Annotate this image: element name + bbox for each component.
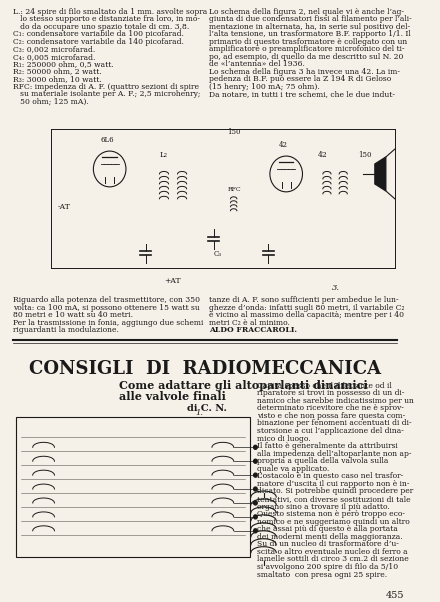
Text: 150: 150 xyxy=(227,128,241,136)
Text: R₁: 250000 ohm, 0,5 watt.: R₁: 250000 ohm, 0,5 watt. xyxy=(13,60,114,68)
Text: Su di un nucleo di trasformatore d’u-: Su di un nucleo di trasformatore d’u- xyxy=(257,541,399,548)
Text: 1.: 1. xyxy=(196,409,204,418)
Text: RFC: impedenza di A. F. (quattro sezioni di spire: RFC: impedenza di A. F. (quattro sezioni… xyxy=(13,82,199,90)
Text: RFC: RFC xyxy=(227,187,241,192)
Text: storsione a cui l’applicazione del dina-: storsione a cui l’applicazione del dina- xyxy=(257,427,404,435)
Text: C₁: condensatore variabile da 100 picofarad.: C₁: condensatore variabile da 100 picofa… xyxy=(13,30,183,39)
Text: Da notare, in tutti i tre schemi, che le due indut-: Da notare, in tutti i tre schemi, che le… xyxy=(209,90,395,98)
Text: 42: 42 xyxy=(279,141,288,149)
Text: ALDO FRACCAROLI.: ALDO FRACCAROLI. xyxy=(209,326,297,334)
Text: Come adattare gli altoparlanti dinamici: Come adattare gli altoparlanti dinamici xyxy=(119,380,367,391)
Text: mico di luogo.: mico di luogo. xyxy=(257,435,311,442)
Text: organo sino a trovare il più adatto.: organo sino a trovare il più adatto. xyxy=(257,503,390,510)
Text: tanze di A. F. sono sufficienti per ambedue le lun-: tanze di A. F. sono sufficienti per ambe… xyxy=(209,296,399,304)
Text: Capita spesso che il dilettante od il: Capita spesso che il dilettante od il xyxy=(257,382,392,389)
Text: lo stesso supporto e distanziate fra loro, in mo-: lo stesso supporto e distanziate fra lor… xyxy=(13,16,200,23)
Text: C₃: 0,002 microfarad.: C₃: 0,002 microfarad. xyxy=(13,45,95,53)
Text: propria a quella della valvola sulla: propria a quella della valvola sulla xyxy=(257,458,389,465)
Text: quale va applicato.: quale va applicato. xyxy=(257,465,330,473)
Text: L.: 24 spire di filo smaltato da 1 mm. asvolte sopra: L.: 24 spire di filo smaltato da 1 mm. a… xyxy=(13,8,207,16)
Text: 50 ohm; 125 mA).: 50 ohm; 125 mA). xyxy=(13,98,88,105)
Polygon shape xyxy=(375,157,386,191)
Text: do da occupare uno spazio totale di cm. 3,8.: do da occupare uno spazio totale di cm. … xyxy=(13,23,189,31)
Text: -AT: -AT xyxy=(58,203,71,211)
Text: R₃: 3000 ohm, 10 watt.: R₃: 3000 ohm, 10 watt. xyxy=(13,75,102,83)
Text: lamelle sottili di circo 3 cm.2 di sezione: lamelle sottili di circo 3 cm.2 di sezio… xyxy=(257,556,409,563)
Text: è vicino al massimo della capacità; mentre per i 40: è vicino al massimo della capacità; ment… xyxy=(209,311,404,319)
Text: smaltato  con presa ogni 25 spire.: smaltato con presa ogni 25 spire. xyxy=(257,571,387,579)
Text: C₃: C₃ xyxy=(214,250,222,258)
Text: namico che sarebbe indicatissimo per un: namico che sarebbe indicatissimo per un xyxy=(257,397,414,405)
Text: CONSIGLI  DI  RADIOMECCANICA: CONSIGLI DI RADIOMECCANICA xyxy=(29,360,381,378)
Text: Il fatto è generalmente da attribuirsi: Il fatto è generalmente da attribuirsi xyxy=(257,442,398,450)
Text: C₄: 0,005 microfarad.: C₄: 0,005 microfarad. xyxy=(13,53,95,61)
Text: Riguardo alla potenza del trasmettitore, con 350: Riguardo alla potenza del trasmettitore,… xyxy=(13,296,200,304)
Text: volta: ca 100 mA, si possono ottenere 15 watt su: volta: ca 100 mA, si possono ottenere 15… xyxy=(13,303,200,312)
Text: L₂: L₂ xyxy=(159,151,168,159)
Text: 6L6: 6L6 xyxy=(100,136,114,144)
Circle shape xyxy=(253,459,257,463)
Text: Lo schema della figura 3 ha invece una 42. La im-: Lo schema della figura 3 ha invece una 4… xyxy=(209,67,400,76)
Bar xyxy=(16,417,250,557)
Text: +AT: +AT xyxy=(164,278,180,285)
Text: Lo schema della figura 2, nel quale vi è anche l’ag-: Lo schema della figura 2, nel quale vi è… xyxy=(209,8,404,16)
Circle shape xyxy=(253,445,257,449)
Text: Per la trasmissione in fonia, aggiungo due schemi: Per la trasmissione in fonia, aggiungo d… xyxy=(13,318,203,326)
Text: di C. N.: di C. N. xyxy=(187,403,227,412)
Text: alle valvole finali: alle valvole finali xyxy=(119,391,226,402)
Circle shape xyxy=(253,473,257,477)
Text: su materiale isolante per A. F.; 2,5 microhenry;: su materiale isolante per A. F.; 2,5 mic… xyxy=(13,90,200,98)
Circle shape xyxy=(253,515,257,519)
Text: metri C₂ è al minimo.: metri C₂ è al minimo. xyxy=(209,318,290,326)
Text: alla impedenza dell’altoparlante non ap-: alla impedenza dell’altoparlante non ap- xyxy=(257,450,412,458)
Text: si avvolgono 200 spire di filo da 5/10: si avvolgono 200 spire di filo da 5/10 xyxy=(257,563,398,571)
Text: dicato. Si potrebbe quindi procedere per: dicato. Si potrebbe quindi procedere per xyxy=(257,488,414,495)
Text: 150: 150 xyxy=(359,151,372,159)
Text: pedenza di B.F. può essere la Z 194 R di Geloso: pedenza di B.F. può essere la Z 194 R di… xyxy=(209,75,392,83)
Text: (15 henry; 100 mA; 75 ohm).: (15 henry; 100 mA; 75 ohm). xyxy=(209,82,320,90)
Text: 3.: 3. xyxy=(331,284,339,292)
Circle shape xyxy=(253,501,257,505)
Text: C₂: condensatore variabile da 140 picofarad.: C₂: condensatore variabile da 140 picofa… xyxy=(13,38,183,46)
Text: dei moderni menti della maggioranza.: dei moderni menti della maggioranza. xyxy=(257,533,403,541)
Text: binazione per fenomeni accentuati di di-: binazione per fenomeni accentuati di di- xyxy=(257,420,412,427)
Text: tentativi, con diverse sostituzioni di tale: tentativi, con diverse sostituzioni di t… xyxy=(257,495,411,503)
Text: 80 metri e 10 watt su 40 metri.: 80 metri e 10 watt su 40 metri. xyxy=(13,311,133,319)
Text: nomico e ne suggeriamo quindi un altro: nomico e ne suggeriamo quindi un altro xyxy=(257,518,410,526)
Text: 455: 455 xyxy=(386,591,404,600)
Text: giunta di due condensatori fissi al filamento per l’ali-: giunta di due condensatori fissi al fila… xyxy=(209,16,412,23)
Bar xyxy=(33,114,377,293)
Text: po, ad esempio, di quello da me descritto sul N. 20: po, ad esempio, di quello da me descritt… xyxy=(209,53,403,61)
Text: mentazione in alternata, ha, in serie sul positivo del-: mentazione in alternata, ha, in serie su… xyxy=(209,23,411,31)
Circle shape xyxy=(253,529,257,533)
Text: de «l’antenna» del 1936.: de «l’antenna» del 1936. xyxy=(209,60,305,68)
Text: L’ostacolo è in questo caso nel trasfor-: L’ostacolo è in questo caso nel trasfor- xyxy=(257,473,403,480)
Text: matore d’uscita il cui rapporto non è in-: matore d’uscita il cui rapporto non è in… xyxy=(257,480,410,488)
Text: Questo sistema non è però troppo eco-: Questo sistema non è però troppo eco- xyxy=(257,510,405,518)
Text: visto e che non possa fare questa com-: visto e che non possa fare questa com- xyxy=(257,412,406,420)
Text: l’alta tensione, un trasformatore B.F. rapporto 1/1. Il: l’alta tensione, un trasformatore B.F. r… xyxy=(209,30,411,39)
Text: ghezze d’onda: infatti sugli 80 metri, il variabile C₂: ghezze d’onda: infatti sugli 80 metri, i… xyxy=(209,303,405,312)
Text: primario di questo trasformatore è collegato con un: primario di questo trasformatore è colle… xyxy=(209,38,407,46)
Text: determinato ricevitore che ne è sprov-: determinato ricevitore che ne è sprov- xyxy=(257,405,404,412)
Text: scita o altro eventuale nucleo di ferro a: scita o altro eventuale nucleo di ferro … xyxy=(257,548,408,556)
Text: riparatore si trovi in possesso di un di-: riparatore si trovi in possesso di un di… xyxy=(257,389,405,397)
Text: riguardanti la modulazione.: riguardanti la modulazione. xyxy=(13,326,119,334)
Text: 42: 42 xyxy=(318,151,328,159)
Text: che assai più di questo è alla portata: che assai più di questo è alla portata xyxy=(257,525,398,533)
Text: R₂: 50000 ohm, 2 watt.: R₂: 50000 ohm, 2 watt. xyxy=(13,67,102,76)
Circle shape xyxy=(253,487,257,491)
Text: amplificatore o preamplificatore microfonico del ti-: amplificatore o preamplificatore microfo… xyxy=(209,45,405,53)
